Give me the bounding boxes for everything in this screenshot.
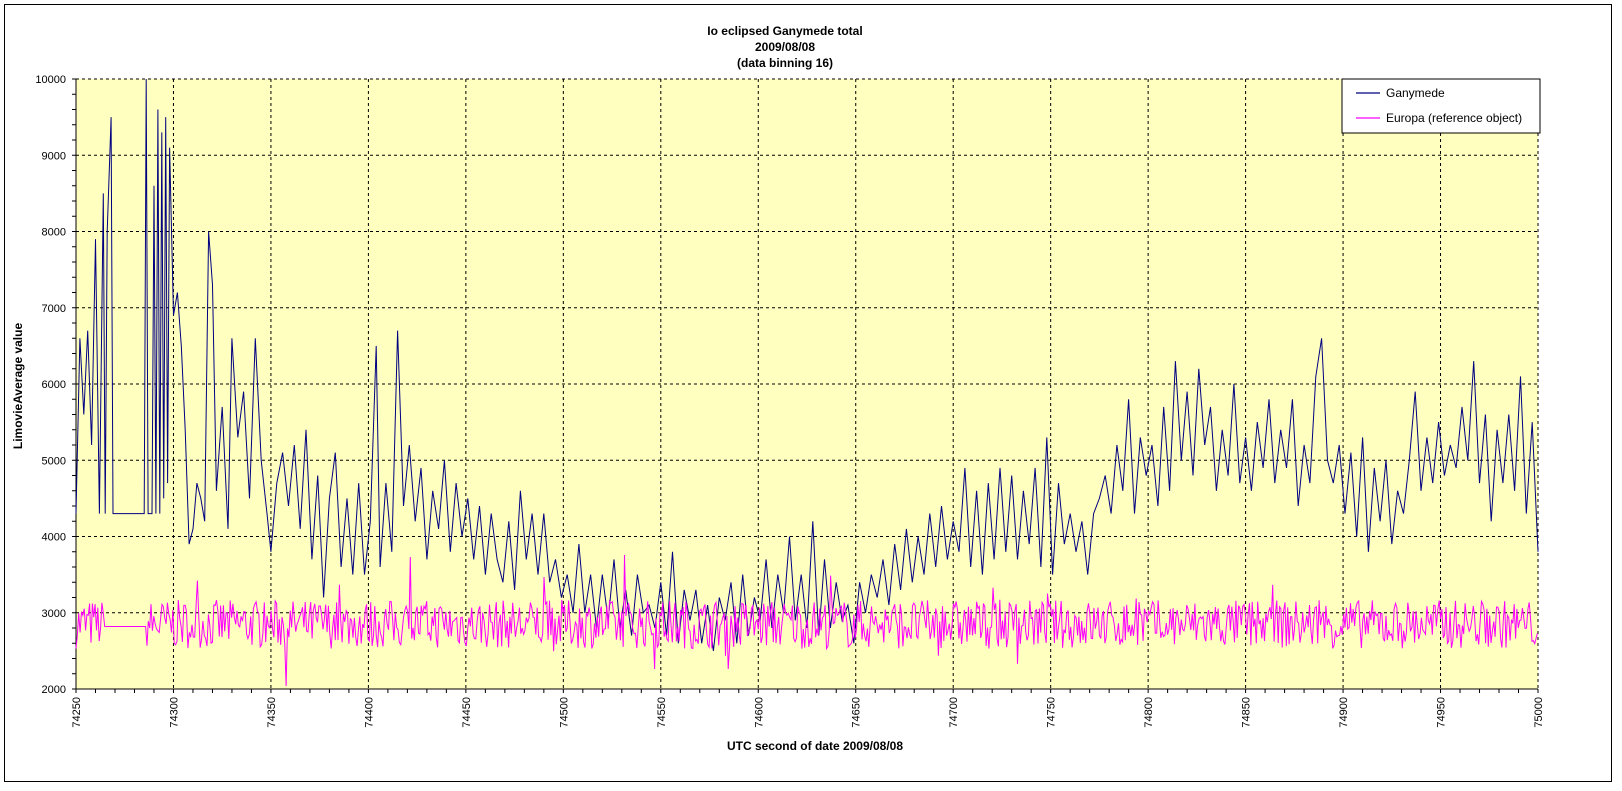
- x-tick-label: 74700: [948, 697, 960, 728]
- x-tick-label: 74800: [1143, 697, 1155, 728]
- y-tick-label: 7000: [42, 303, 66, 315]
- x-tick-label: 74250: [71, 697, 83, 728]
- legend-box: [1341, 78, 1541, 134]
- x-tick-label: 74750: [1046, 697, 1058, 728]
- y-tick-label: 5000: [42, 455, 66, 467]
- x-tick-label: 75000: [1533, 697, 1545, 728]
- y-tick-label: 3000: [42, 608, 66, 620]
- x-tick-label: 74550: [656, 697, 668, 728]
- y-tick-label: 9000: [42, 150, 66, 162]
- x-tick-label: 74900: [1338, 697, 1350, 728]
- y-tick-label: 8000: [42, 227, 66, 239]
- y-tick-label: 2000: [42, 684, 66, 696]
- x-tick-label: 74350: [266, 697, 278, 728]
- legend-label: Europa (reference object): [1386, 111, 1522, 125]
- x-tick-label: 74950: [1436, 697, 1448, 728]
- y-tick-label: 4000: [42, 532, 66, 544]
- chart-title: Io eclipsed Ganymede total: [707, 24, 862, 38]
- y-tick-label: 6000: [42, 379, 66, 391]
- x-tick-label: 74300: [168, 697, 180, 728]
- chart-subtitle: 2009/08/08: [755, 40, 815, 54]
- x-tick-label: 74850: [1241, 697, 1253, 728]
- x-tick-label: 74450: [461, 697, 473, 728]
- y-axis-label: LimovieAverage value: [11, 323, 25, 450]
- series-ganymede-line: [75, 78, 1539, 651]
- legend-label: Ganymede: [1386, 86, 1445, 100]
- chart-subtitle-binning: (data binning 16): [737, 56, 833, 70]
- x-tick-label: 74500: [558, 697, 570, 728]
- x-axis-label: UTC second of date 2009/08/08: [727, 739, 903, 753]
- x-tick-label: 74650: [851, 697, 863, 728]
- y-tick-label: 10000: [35, 74, 66, 86]
- series-europa-line: [75, 554, 1538, 687]
- x-tick-label: 74600: [753, 697, 765, 728]
- x-tick-label: 74400: [363, 697, 375, 728]
